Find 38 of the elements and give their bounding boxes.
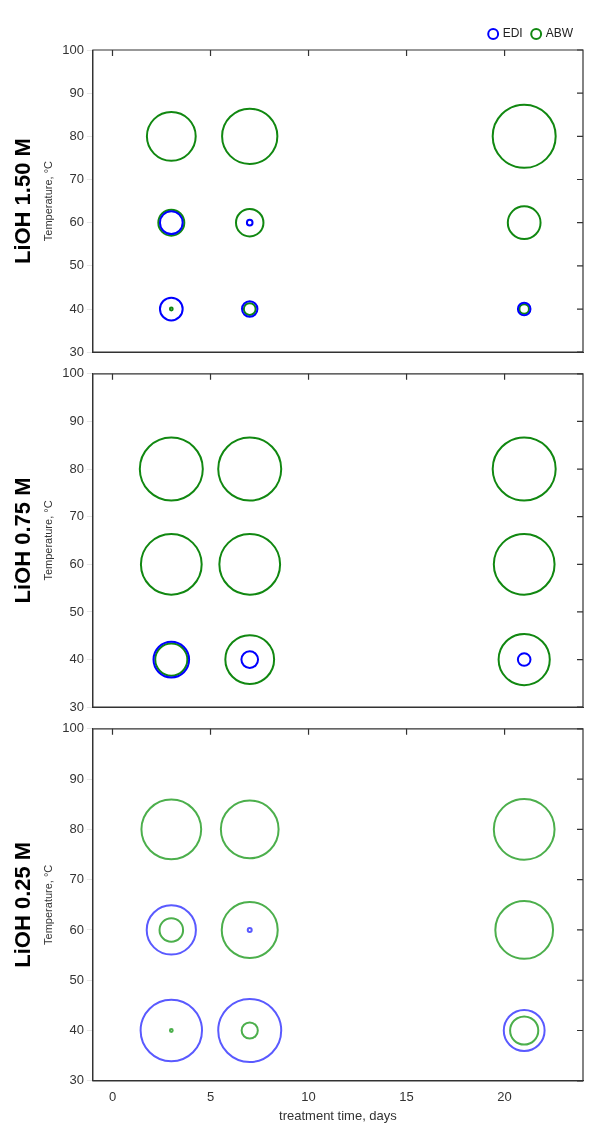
y-tick-label: 100 [62, 365, 84, 381]
legend-label: EDI [502, 26, 523, 41]
y-tick-label: 40 [69, 1022, 84, 1038]
y-tick-label: 70 [69, 871, 84, 887]
y-tick-label: 80 [69, 460, 84, 476]
text: LiOH 1.50 M [10, 138, 36, 265]
y-axis-title: Temperature, °C [41, 864, 54, 945]
x-tick-label: 0 [108, 1089, 117, 1105]
x-tick-label: 5 [206, 1089, 215, 1105]
y-tick-label: 70 [69, 171, 84, 187]
text: LiOH 0.25 M [10, 841, 36, 968]
y-tick-label: 90 [69, 84, 84, 100]
y-tick-label: 50 [69, 257, 84, 273]
y-tick-label: 90 [69, 770, 84, 786]
y-tick-label: 60 [69, 921, 84, 937]
y-tick-label: 60 [69, 555, 84, 571]
legend-label: ABW [545, 26, 574, 41]
y-tick-label: 80 [69, 127, 84, 143]
y-axis-title: Temperature, °C [41, 160, 54, 242]
text: LiOH 0.75 M [10, 477, 36, 604]
x-tick-label: 10 [301, 1089, 316, 1105]
y-tick-label: 60 [69, 214, 84, 230]
y-axis-title: Temperature, °C [41, 500, 54, 581]
x-tick-label: 20 [497, 1089, 512, 1105]
x-tick-label: 15 [399, 1089, 414, 1105]
y-tick-label: 70 [69, 508, 84, 524]
y-tick-label: 30 [69, 698, 84, 714]
y-tick-label: 40 [69, 651, 84, 667]
y-tick-label: 100 [62, 720, 84, 736]
y-tick-label: 90 [69, 413, 84, 429]
x-axis-title: treatment time, days [279, 1107, 398, 1123]
y-tick-label: 50 [69, 971, 84, 987]
y-tick-label: 50 [69, 603, 84, 619]
y-tick-label: 40 [69, 300, 84, 316]
y-tick-label: 30 [69, 1072, 84, 1088]
y-tick-label: 100 [62, 41, 84, 57]
y-tick-label: 80 [69, 820, 84, 836]
y-tick-label: 30 [69, 343, 84, 359]
